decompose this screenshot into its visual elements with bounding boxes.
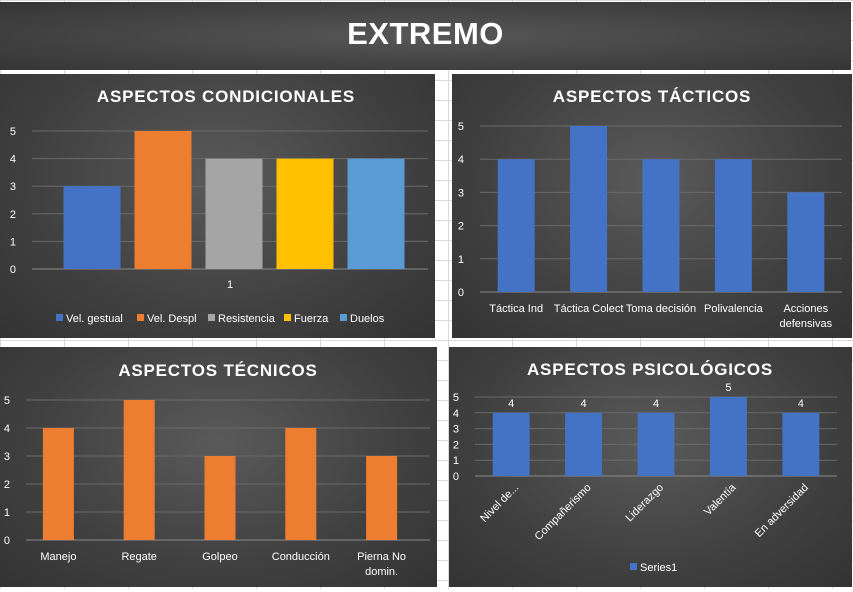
x-tick-label: Pierna No xyxy=(357,551,406,563)
data-label: 4 xyxy=(653,398,659,410)
bar xyxy=(787,192,825,292)
y-tick-label: 5 xyxy=(10,126,16,138)
bar xyxy=(492,412,530,476)
bar-fuerza xyxy=(276,158,334,269)
page-title: EXTREMO xyxy=(347,16,504,51)
y-tick-label: 0 xyxy=(4,535,10,547)
x-tick-label: Conducción xyxy=(272,551,330,563)
bar xyxy=(285,428,317,540)
x-tick-label: Táctica Ind xyxy=(489,303,543,315)
x-tick-label: Táctica Colect xyxy=(554,303,624,315)
y-tick-label: 5 xyxy=(458,121,464,133)
x-tick-label: 1 xyxy=(227,279,233,291)
legend-swatch xyxy=(208,314,215,321)
legend-label: Duelos xyxy=(350,313,385,325)
legend-label: Resistencia xyxy=(218,313,276,325)
chart-tecnicos-svg: ASPECTOS TÉCNICOS 0 1 2 3 4 5 Manejo Regate Golp… xyxy=(4,361,430,578)
y-tick-label: 1 xyxy=(4,507,10,519)
x-tick-label: Acciones xyxy=(783,303,828,315)
y-tick-label: 2 xyxy=(453,439,459,451)
data-label: 4 xyxy=(508,398,514,410)
y-tick-label: 1 xyxy=(10,236,16,248)
y-tick-label: 5 xyxy=(453,392,459,404)
bar xyxy=(637,412,675,476)
y-tick-label: 3 xyxy=(10,181,16,193)
x-tick-label: Polivalencia xyxy=(704,303,764,315)
legend-swatch xyxy=(284,314,291,321)
bar xyxy=(42,428,74,540)
bar xyxy=(366,456,398,540)
y-tick-label: 2 xyxy=(10,209,16,221)
chart-title: ASPECTOS TÉCNICOS xyxy=(118,361,317,380)
chart-psicologicos-svg: ASPECTOS PSICOLÓGICOS 0 1 2 3 4 5 4 Nivel de...… xyxy=(453,360,837,574)
chart-condicionales-svg: ASPECTOS CONDICIONALES 0 1 2 3 4 5 1 Vel. gestu… xyxy=(10,87,428,325)
chart-tacticos[interactable]: ASPECTOS TÁCTICOS 0 1 2 3 4 5 Táctica Ind Tácti… xyxy=(452,74,852,338)
x-tick-label: defensivas xyxy=(780,318,833,330)
bar xyxy=(123,400,155,540)
y-tick-label: 0 xyxy=(10,264,16,276)
y-tick-label: 2 xyxy=(4,479,10,491)
legend-label: Fuerza xyxy=(294,313,329,325)
bar-duelos xyxy=(347,158,405,269)
y-tick-label: 1 xyxy=(453,455,459,467)
bar xyxy=(782,412,820,476)
chart-condicionales[interactable]: ASPECTOS CONDICIONALES 0 1 2 3 4 5 1 Vel. gestu… xyxy=(0,74,435,338)
bar-vel-gestual xyxy=(63,186,121,269)
chart-title: ASPECTOS TÁCTICOS xyxy=(553,87,751,106)
x-tick-label: Toma decisión xyxy=(626,303,696,315)
legend-label: Vel. gestual xyxy=(66,313,123,325)
y-tick-label: 2 xyxy=(458,221,464,233)
chart-title: ASPECTOS PSICOLÓGICOS xyxy=(527,360,773,379)
chart-tacticos-svg: ASPECTOS TÁCTICOS 0 1 2 3 4 5 Táctica Ind Tácti… xyxy=(458,87,842,330)
legend-label: Series1 xyxy=(640,562,677,574)
chart-title: ASPECTOS CONDICIONALES xyxy=(97,87,355,106)
y-tick-label: 4 xyxy=(4,423,10,435)
y-tick-label: 3 xyxy=(458,187,464,199)
y-tick-label: 0 xyxy=(453,471,459,483)
bar xyxy=(570,126,608,292)
legend-swatch xyxy=(137,314,144,321)
bar-resistencia xyxy=(205,158,263,269)
x-tick-label: Liderazgo xyxy=(623,482,666,525)
x-tick-label: Manejo xyxy=(40,551,76,563)
bar xyxy=(709,397,747,476)
x-tick-label: domin. xyxy=(365,566,398,578)
bar xyxy=(642,159,680,292)
data-label: 4 xyxy=(798,398,804,410)
bar xyxy=(714,159,752,292)
y-tick-label: 4 xyxy=(10,154,16,166)
data-label: 5 xyxy=(725,382,731,394)
y-tick-label: 4 xyxy=(453,408,459,420)
legend-swatch xyxy=(56,314,63,321)
legend-swatch xyxy=(340,314,347,321)
title-banner: EXTREMO xyxy=(0,2,851,70)
x-tick-label: Nivel de... xyxy=(478,482,521,525)
bar xyxy=(497,159,535,292)
y-tick-label: 3 xyxy=(4,451,10,463)
y-tick-label: 5 xyxy=(4,395,10,407)
bar xyxy=(204,456,236,540)
legend-swatch xyxy=(630,563,637,570)
legend-label: Vel. Despl xyxy=(147,313,197,325)
y-tick-label: 3 xyxy=(453,424,459,436)
x-tick-label: Regate xyxy=(121,551,156,563)
bar xyxy=(565,412,603,476)
chart-tecnicos[interactable]: ASPECTOS TÉCNICOS 0 1 2 3 4 5 Manejo Regate Golp… xyxy=(0,347,437,587)
bar-vel-despl xyxy=(134,131,192,269)
data-label: 4 xyxy=(581,398,587,410)
chart-psicologicos[interactable]: ASPECTOS PSICOLÓGICOS 0 1 2 3 4 5 4 Nivel de...… xyxy=(449,347,852,587)
y-tick-label: 0 xyxy=(458,287,464,299)
x-tick-label: Compañerismo xyxy=(532,482,593,543)
x-tick-label: En adversidad xyxy=(753,482,811,540)
x-tick-label: Valentía xyxy=(702,481,739,518)
y-tick-label: 1 xyxy=(458,254,464,266)
y-tick-label: 4 xyxy=(458,154,464,166)
x-tick-label: Golpeo xyxy=(202,551,237,563)
